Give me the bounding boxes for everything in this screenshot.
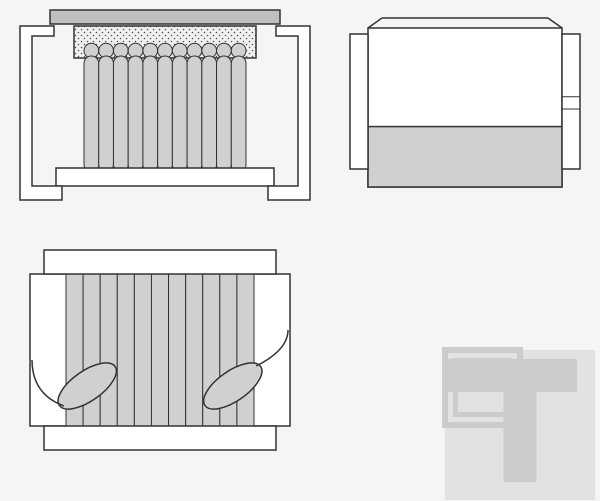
inductor-diagram [0, 0, 600, 501]
package-view [350, 18, 580, 187]
watermark-logo [445, 350, 595, 500]
top-view [30, 250, 290, 450]
side-view [20, 10, 310, 200]
